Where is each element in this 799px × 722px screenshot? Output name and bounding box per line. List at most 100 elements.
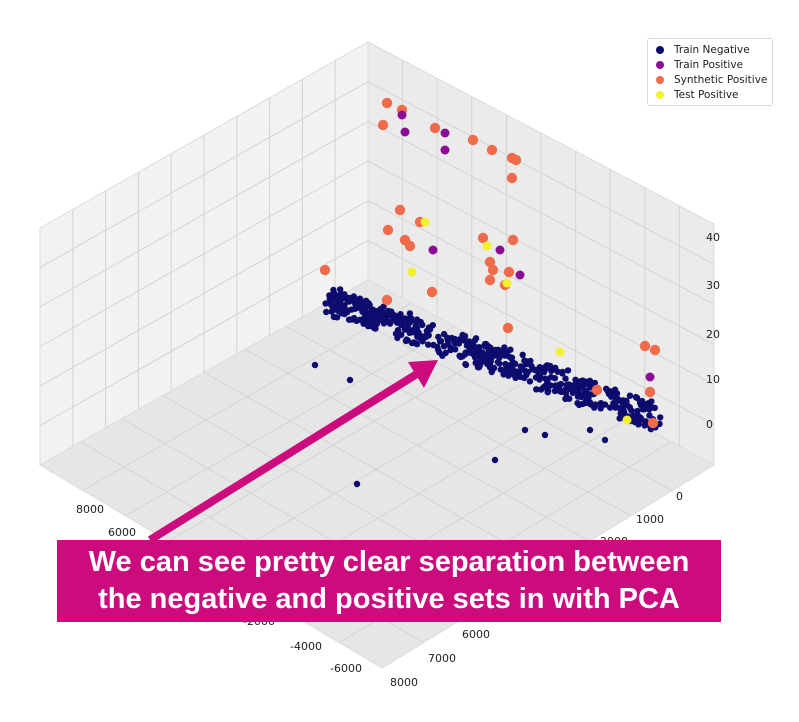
train-negative-point bbox=[586, 377, 594, 384]
train-negative-point bbox=[583, 399, 590, 407]
train-negative-point bbox=[379, 309, 386, 316]
train-negative-point bbox=[526, 378, 534, 385]
grid-line bbox=[367, 160, 715, 345]
train-negative-point bbox=[519, 351, 526, 358]
train-negative-point bbox=[402, 315, 409, 322]
train-negative-point bbox=[566, 383, 573, 390]
train-negative-point bbox=[470, 345, 477, 352]
train-negative-point bbox=[507, 346, 514, 353]
x-tick-label: 8000 bbox=[76, 503, 104, 516]
train-negative-point bbox=[459, 331, 466, 339]
train-negative-point bbox=[425, 341, 432, 348]
grid-line bbox=[39, 160, 369, 347]
synthetic-positive-point bbox=[649, 344, 661, 356]
train-positive-point bbox=[515, 270, 525, 280]
test-positive-point bbox=[407, 267, 417, 277]
synthetic-positive-point bbox=[503, 266, 515, 278]
synthetic-positive-point bbox=[484, 256, 496, 268]
train-negative-point bbox=[406, 310, 414, 317]
train-negative-point bbox=[326, 292, 333, 299]
train-negative-point bbox=[403, 336, 410, 343]
test-positive-point bbox=[555, 347, 565, 357]
synthetic-positive-point bbox=[510, 154, 522, 166]
train-negative-point bbox=[528, 362, 535, 370]
data-points bbox=[311, 97, 664, 488]
train-negative-point bbox=[562, 375, 569, 382]
train-negative-point bbox=[440, 343, 448, 350]
grid-line bbox=[367, 120, 715, 305]
train-negative-point bbox=[419, 321, 426, 329]
annotation-banner: We can see pretty clear separation betwe… bbox=[57, 540, 721, 622]
synthetic-positive-point bbox=[484, 274, 496, 286]
train-negative-point bbox=[581, 387, 589, 395]
train-negative-point bbox=[414, 333, 421, 340]
train-negative-point bbox=[639, 404, 646, 411]
train-negative-point bbox=[621, 408, 628, 415]
train-negative-point bbox=[523, 371, 530, 379]
train-negative-point bbox=[657, 414, 664, 421]
legend-marker bbox=[656, 60, 664, 69]
train-negative-point bbox=[634, 407, 641, 415]
train-negative-point bbox=[487, 349, 494, 356]
train-negative-point bbox=[353, 480, 361, 488]
train-negative-point bbox=[451, 338, 458, 346]
synthetic-positive-point bbox=[467, 134, 479, 146]
train-negative-point bbox=[611, 387, 619, 394]
train-negative-point bbox=[462, 361, 469, 368]
train-negative-point bbox=[569, 389, 577, 396]
train-negative-point bbox=[632, 393, 640, 401]
train-negative-point bbox=[380, 303, 387, 310]
train-negative-point bbox=[447, 344, 454, 351]
train-negative-point bbox=[333, 314, 341, 321]
train-positive-point bbox=[428, 245, 438, 255]
train-negative-point bbox=[394, 334, 401, 342]
synthetic-positive-point bbox=[477, 232, 489, 244]
train-negative-point bbox=[597, 405, 604, 412]
synthetic-positive-point bbox=[394, 204, 406, 216]
synthetic-positive-point bbox=[319, 264, 331, 276]
train-negative-point bbox=[374, 311, 382, 319]
annotation-line-1: We can see pretty clear separation betwe… bbox=[88, 546, 690, 578]
synthetic-positive-point bbox=[377, 119, 389, 131]
synthetic-positive-point bbox=[381, 97, 393, 109]
synthetic-positive-point bbox=[644, 386, 656, 398]
train-negative-point bbox=[322, 300, 329, 307]
train-negative-point bbox=[586, 426, 594, 434]
test-positive-point bbox=[502, 278, 512, 288]
train-negative-point bbox=[579, 377, 587, 384]
legend-marker bbox=[656, 90, 664, 99]
synthetic-positive-point bbox=[426, 286, 438, 298]
train-negative-point bbox=[516, 368, 523, 376]
train-negative-point bbox=[536, 376, 543, 383]
train-negative-point bbox=[604, 388, 612, 395]
train-negative-point bbox=[572, 376, 579, 383]
train-negative-point bbox=[358, 303, 365, 310]
train-negative-point bbox=[444, 337, 451, 344]
train-negative-point bbox=[497, 348, 505, 355]
train-negative-point bbox=[362, 297, 370, 304]
grid-line bbox=[367, 239, 715, 426]
x-tick-label: 6000 bbox=[108, 526, 136, 539]
synthetic-positive-point bbox=[429, 122, 441, 134]
train-negative-point bbox=[646, 412, 653, 419]
synthetic-positive-point bbox=[507, 234, 519, 246]
z-tick-label: 0 bbox=[706, 418, 713, 431]
train-negative-point bbox=[616, 397, 623, 404]
train-negative-point bbox=[366, 303, 373, 310]
train-negative-point bbox=[616, 415, 623, 422]
train-negative-point bbox=[648, 398, 655, 405]
train-positive-point bbox=[397, 110, 407, 120]
y-tick-label: 0 bbox=[676, 490, 683, 503]
test-positive-point bbox=[622, 415, 632, 425]
train-negative-point bbox=[574, 400, 581, 407]
train-negative-point bbox=[396, 315, 404, 322]
train-negative-point bbox=[469, 339, 476, 346]
train-negative-point bbox=[571, 382, 578, 389]
synthetic-positive-point bbox=[506, 172, 518, 184]
x-tick-label: -4000 bbox=[290, 640, 322, 653]
annotation-arrow-head bbox=[408, 360, 438, 388]
legend-marker bbox=[656, 45, 664, 54]
train-positive-point bbox=[495, 245, 505, 255]
train-negative-point bbox=[472, 335, 480, 342]
